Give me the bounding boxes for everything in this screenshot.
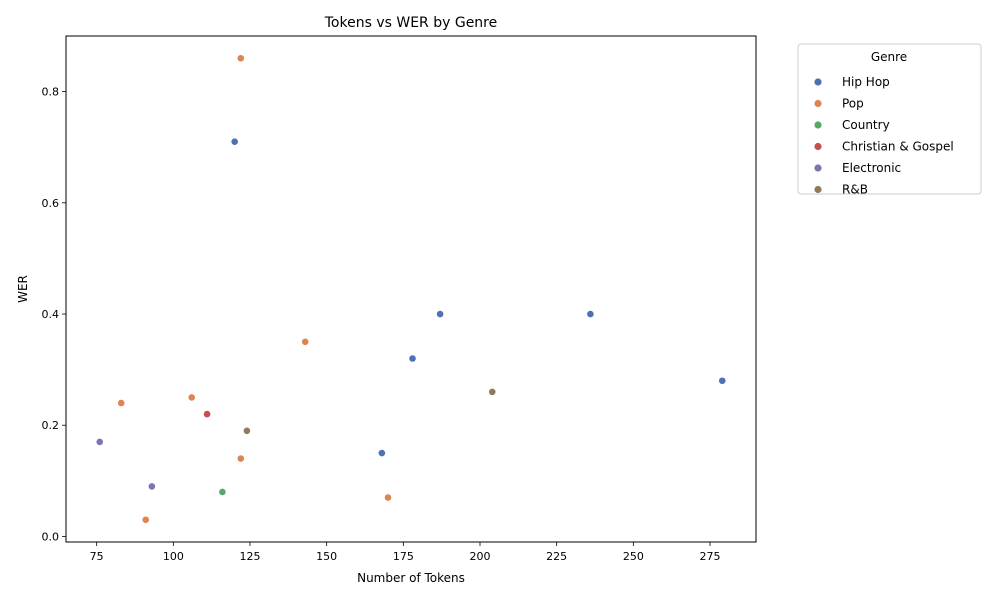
legend-marker xyxy=(814,164,822,172)
legend: Genre Hip Hop Pop Country Christian & Gospe… xyxy=(797,43,982,197)
data-point xyxy=(488,387,497,396)
x-tick-label: 200 xyxy=(470,550,491,563)
legend-title: Genre xyxy=(871,50,907,64)
y-axis: 0.0 0.2 0.4 0.6 0.8 xyxy=(42,86,66,543)
x-axis: 75 100 125 150 175 200 225 250 275 xyxy=(90,542,721,563)
x-tick-label: 100 xyxy=(163,550,184,563)
y-tick-label: 0.6 xyxy=(42,197,60,210)
y-axis-label: WER xyxy=(16,275,30,303)
legend-entry: Electronic xyxy=(842,161,901,175)
data-point xyxy=(586,310,595,318)
data-point xyxy=(95,438,104,446)
legend-entry: Pop xyxy=(842,97,864,111)
legend-marker xyxy=(814,142,822,151)
legend-entry: Country xyxy=(842,118,890,132)
data-point xyxy=(384,493,392,502)
x-tick-label: 150 xyxy=(316,550,337,563)
data-point xyxy=(203,410,211,419)
legend-marker xyxy=(814,78,822,86)
x-tick-label: 175 xyxy=(393,550,414,563)
data-point xyxy=(718,376,727,385)
data-point xyxy=(147,482,156,491)
legend-entry: Christian & Gospel xyxy=(842,140,954,154)
x-axis-label: Number of Tokens xyxy=(357,571,465,585)
legend-entry: Hip Hop xyxy=(842,75,890,89)
y-tick-label: 0.4 xyxy=(42,308,60,321)
legend-box xyxy=(797,43,982,195)
y-tick-label: 0.0 xyxy=(42,530,60,543)
data-point xyxy=(408,354,417,363)
data-point xyxy=(436,310,445,318)
data-point xyxy=(117,399,126,407)
x-tick-label: 250 xyxy=(623,550,644,563)
data-point xyxy=(187,393,196,402)
y-tick-label: 0.8 xyxy=(42,86,60,99)
data-point xyxy=(301,337,310,346)
x-tick-label: 125 xyxy=(240,550,261,563)
data-point xyxy=(230,137,239,146)
data-point xyxy=(377,449,386,457)
x-tick-label: 225 xyxy=(546,550,567,563)
x-tick-label: 275 xyxy=(700,550,721,563)
legend-marker xyxy=(814,121,822,129)
data-point xyxy=(236,54,245,63)
y-tick-label: 0.2 xyxy=(42,419,60,432)
data-point xyxy=(141,515,150,524)
data-point xyxy=(218,488,227,496)
data-point xyxy=(243,426,251,435)
chart-title: Tokens vs WER by Genre xyxy=(324,15,498,31)
x-tick-label: 75 xyxy=(90,550,104,563)
data-point xyxy=(236,454,245,463)
legend-marker xyxy=(814,185,822,194)
legend-marker xyxy=(814,99,822,108)
data-points xyxy=(95,54,727,524)
plot-area xyxy=(65,35,757,543)
legend-entry: R&B xyxy=(842,183,868,197)
